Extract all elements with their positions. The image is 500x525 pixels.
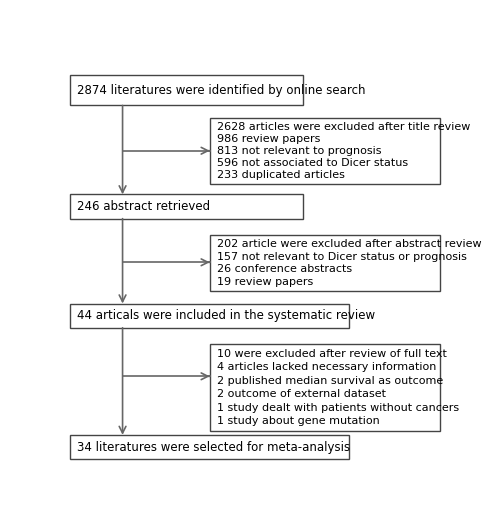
Text: 986 review papers: 986 review papers: [216, 134, 320, 144]
Text: 813 not relevant to prognosis: 813 not relevant to prognosis: [216, 146, 381, 156]
FancyBboxPatch shape: [70, 303, 349, 328]
Text: 2 published median survival as outcome: 2 published median survival as outcome: [216, 376, 443, 386]
FancyBboxPatch shape: [70, 75, 303, 106]
Text: 246 abstract retrieved: 246 abstract retrieved: [77, 200, 210, 213]
Text: 233 duplicated articles: 233 duplicated articles: [216, 170, 344, 180]
Text: 2628 articles were excluded after title review: 2628 articles were excluded after title …: [216, 122, 470, 132]
Text: 1 study dealt with patients without cancers: 1 study dealt with patients without canc…: [216, 403, 459, 413]
Text: 34 literatures were selected for meta-analysis: 34 literatures were selected for meta-an…: [77, 440, 350, 454]
Text: 596 not associated to Dicer status: 596 not associated to Dicer status: [216, 158, 408, 168]
Text: 2 outcome of external dataset: 2 outcome of external dataset: [216, 389, 386, 399]
Text: 19 review papers: 19 review papers: [216, 277, 313, 287]
FancyBboxPatch shape: [70, 435, 349, 459]
Text: 202 article were excluded after abstract review: 202 article were excluded after abstract…: [216, 239, 482, 249]
Text: 26 conference abstracts: 26 conference abstracts: [216, 265, 352, 275]
FancyBboxPatch shape: [70, 194, 303, 218]
FancyBboxPatch shape: [210, 235, 440, 291]
Text: 2874 literatures were identified by online search: 2874 literatures were identified by onli…: [77, 84, 366, 97]
Text: 4 articles lacked necessary information: 4 articles lacked necessary information: [216, 362, 436, 372]
Text: 1 study about gene mutation: 1 study about gene mutation: [216, 416, 380, 426]
FancyBboxPatch shape: [210, 118, 440, 184]
Text: 44 articals were included in the systematic review: 44 articals were included in the systema…: [77, 309, 376, 322]
FancyBboxPatch shape: [210, 344, 440, 431]
Text: 157 not relevant to Dicer status or prognosis: 157 not relevant to Dicer status or prog…: [216, 252, 466, 262]
Text: 10 were excluded after review of full text: 10 were excluded after review of full te…: [216, 349, 446, 359]
